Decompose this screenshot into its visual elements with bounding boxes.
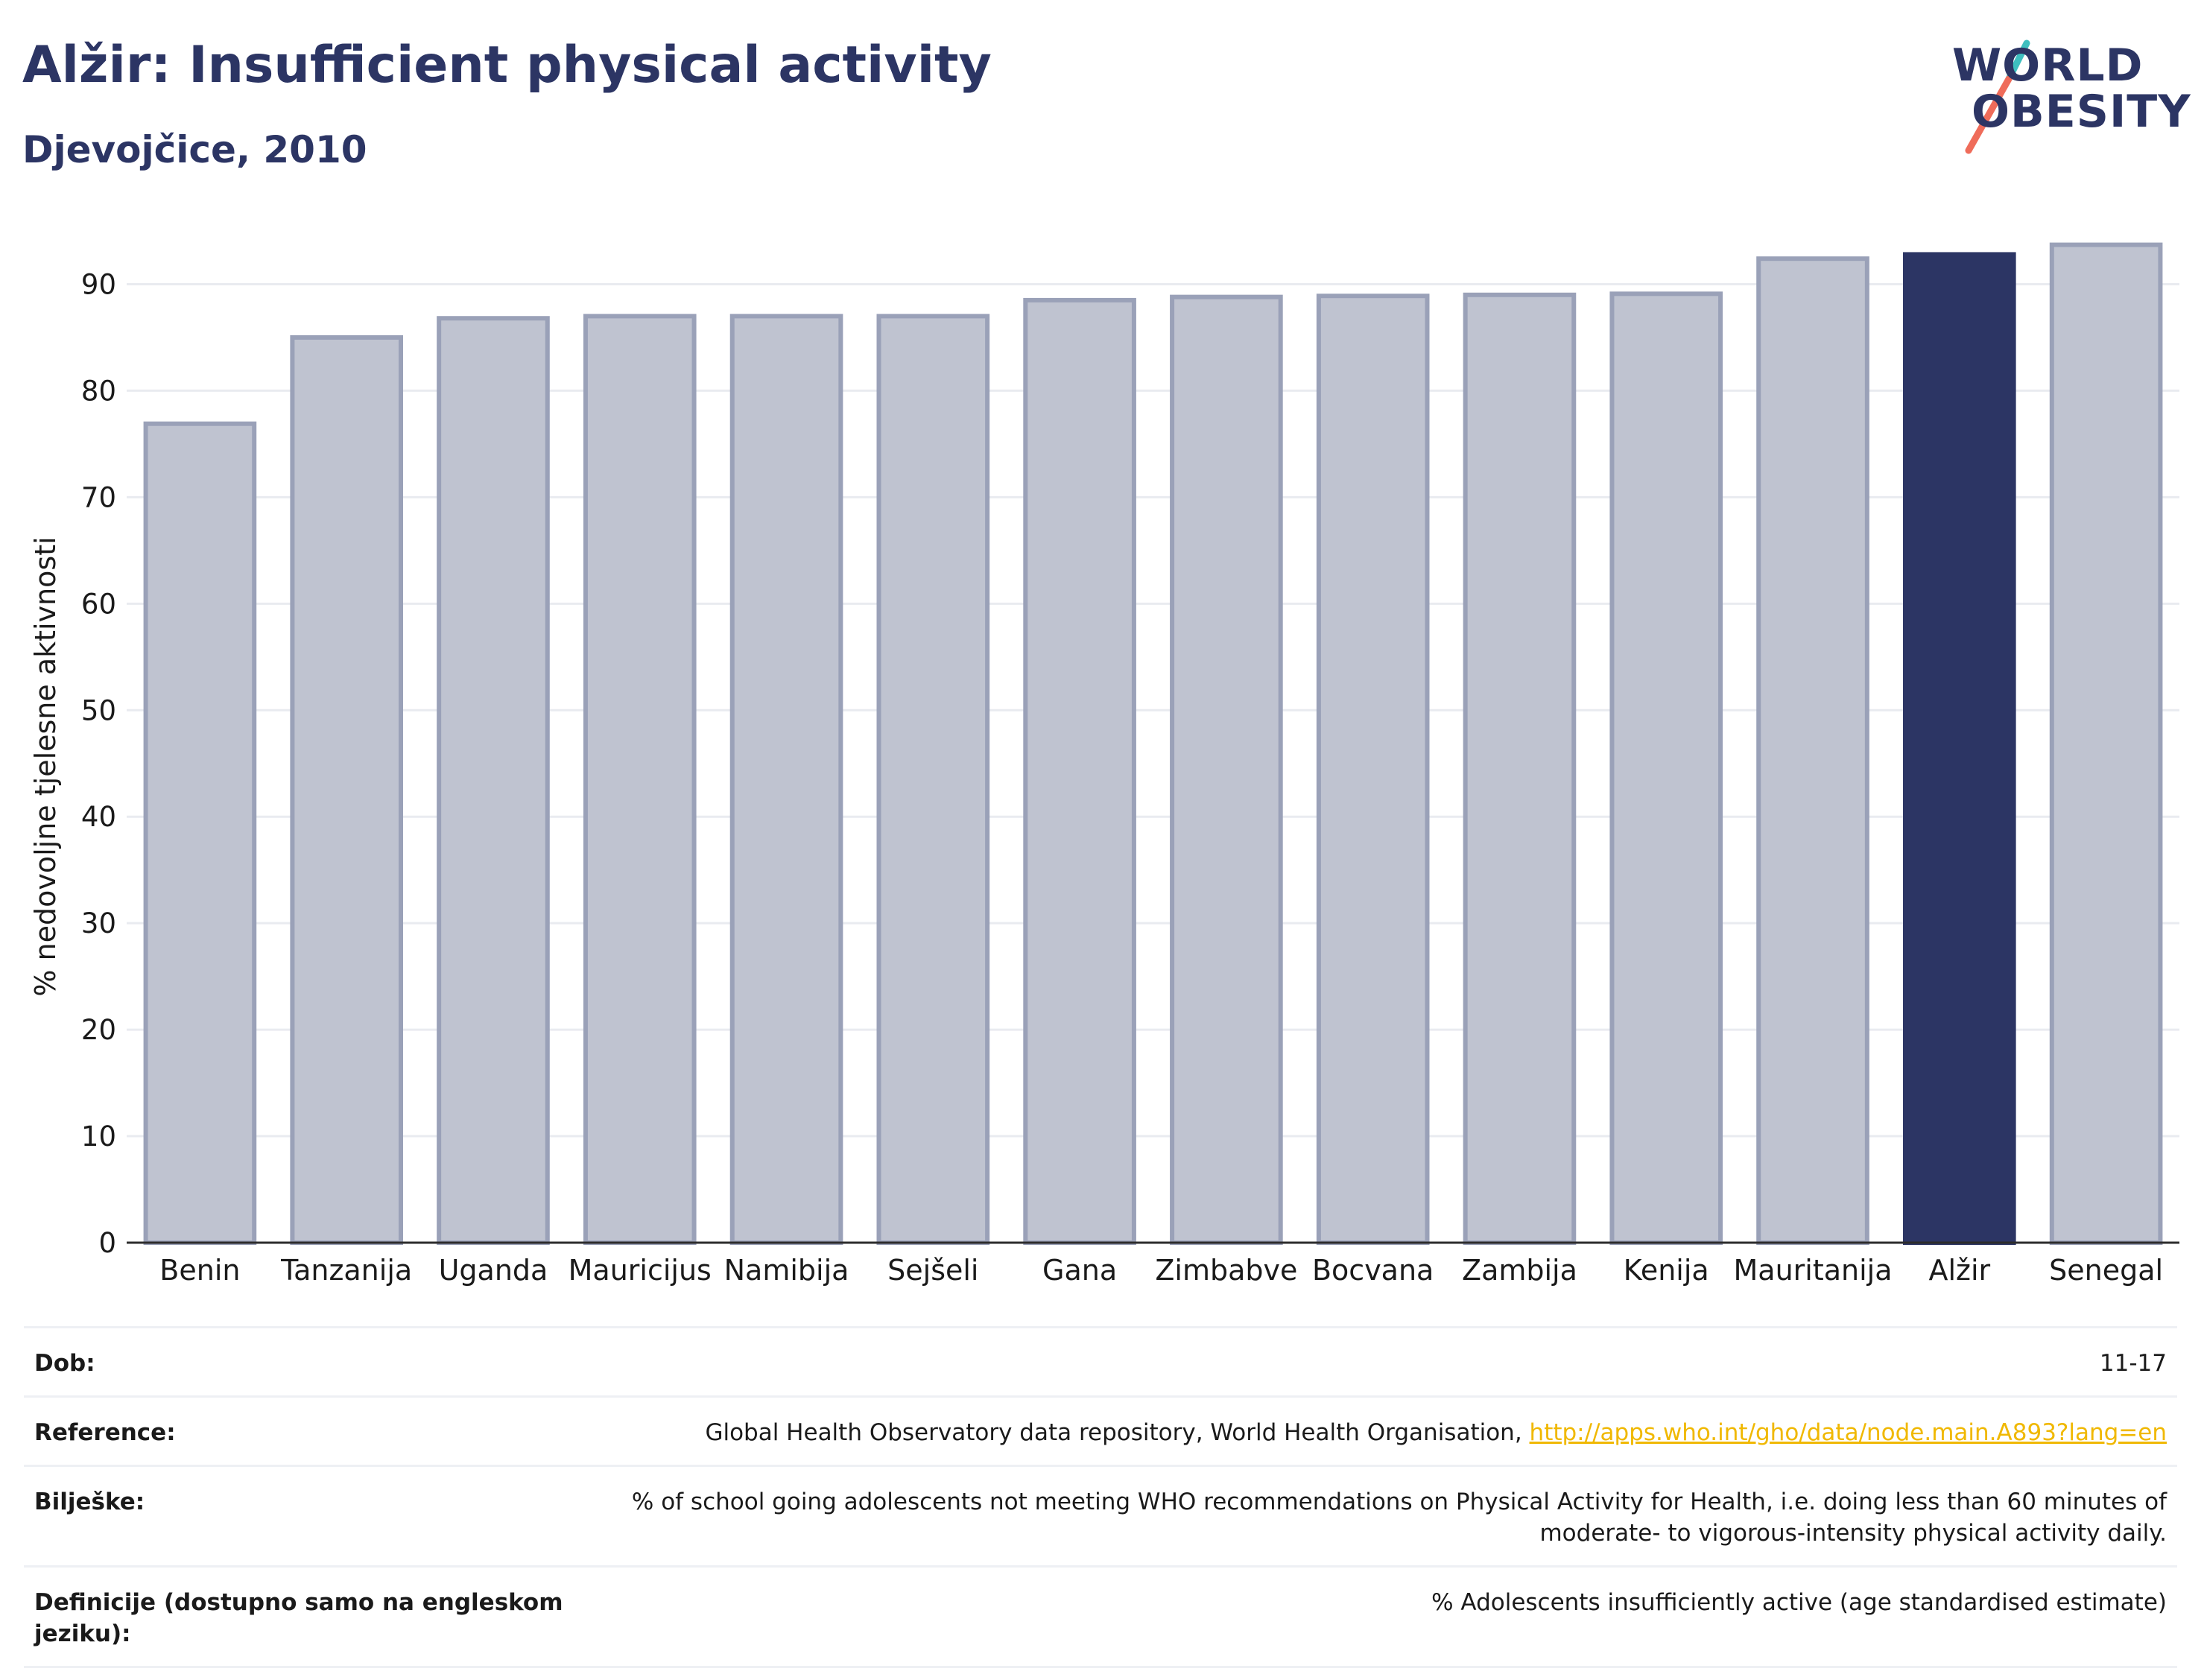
meta-label-definitions: Definicije (dostupno samo na engleskom j… — [34, 1589, 563, 1647]
logo-slash-icon — [1965, 39, 2030, 154]
y-tick-label: 50 — [81, 694, 116, 726]
meta-row-reference: Reference: Global Health Observatory dat… — [24, 1395, 2177, 1465]
reference-text: Global Health Observatory data repositor… — [705, 1419, 1530, 1446]
bar-namibija — [729, 314, 843, 1245]
reference-link[interactable]: http://apps.who.int/gho/data/node.main.A… — [1529, 1419, 2167, 1446]
x-tick-label: Mauritanija — [1734, 1254, 1893, 1287]
bar-gana — [1023, 297, 1136, 1246]
bar-bocvana — [1316, 294, 1430, 1246]
y-tick-label: 0 — [98, 1227, 116, 1259]
y-tick-label: 80 — [81, 375, 116, 407]
bar-tanzanija — [290, 335, 403, 1245]
bar-zambija — [1463, 292, 1577, 1245]
x-tick-label: Senegal — [2049, 1254, 2163, 1287]
meta-row-notes: Bilješke: % of school going adolescents … — [24, 1465, 2177, 1565]
x-tick-label: Namibija — [724, 1254, 849, 1287]
x-tick-label: Alžir — [1928, 1254, 1990, 1287]
bar-uganda — [437, 316, 550, 1246]
meta-value-age: 11-17 — [2099, 1350, 2167, 1377]
bar-mauricijus — [583, 314, 697, 1245]
meta-row-age: Dob: 11-17 — [24, 1326, 2177, 1395]
bar-mauritanija — [1756, 256, 1869, 1246]
metadata-table: Dob: 11-17 Reference: Global Health Obse… — [24, 1326, 2177, 1668]
meta-value-definitions: % Adolescents insufficiently active (age… — [1431, 1589, 2167, 1616]
y-tick-label: 60 — [81, 588, 116, 620]
y-tick-label: 40 — [81, 801, 116, 833]
bar-sejšeli — [876, 314, 990, 1245]
x-tick-label: Sejšeli — [887, 1254, 978, 1287]
meta-value-reference: Global Health Observatory data repositor… — [705, 1417, 2167, 1448]
meta-row-definitions: Definicije (dostupno samo na engleskom j… — [24, 1565, 2177, 1668]
x-tick-label: Tanzanija — [280, 1254, 412, 1287]
y-tick-label: 90 — [81, 268, 116, 300]
bar-kenija — [1609, 291, 1723, 1245]
bar-senegal — [2049, 242, 2163, 1246]
x-tick-label: Zambija — [1462, 1254, 1577, 1287]
chart-subtitle: Djevojčice, 2010 — [22, 128, 367, 171]
logo-word-world: WORLD — [1952, 39, 2144, 92]
x-tick-label: Benin — [159, 1254, 240, 1287]
bar-chart: 0 10 20 30 40 50 60 70 80 90 % nedovoljne tjelesne… — [29, 242, 2179, 1287]
bar-benin — [143, 421, 257, 1245]
x-tick-label: Gana — [1042, 1254, 1117, 1287]
chart-title: Alžir: Insufficient physical activity — [22, 36, 992, 95]
y-tick-label: 20 — [81, 1014, 116, 1046]
world-obesity-logo: WORLD OBESITY — [1937, 30, 2191, 164]
bar-zimbabve — [1170, 294, 1283, 1246]
y-tick-label: 30 — [81, 907, 116, 939]
x-tick-label: Mauricijus — [569, 1254, 712, 1287]
meta-label-age: Dob: — [34, 1350, 95, 1377]
meta-label-notes: Bilješke: — [34, 1489, 145, 1515]
x-tick-label: Zimbabve — [1155, 1254, 1297, 1287]
bar-alžir — [1903, 252, 2016, 1246]
x-tick-label: Kenija — [1624, 1254, 1709, 1287]
x-tick-label: Bocvana — [1312, 1254, 1434, 1287]
y-axis-label: % nedovoljne tjelesne aktivnosti — [29, 536, 62, 996]
meta-value-notes: % of school going adolescents not meetin… — [631, 1489, 2167, 1547]
x-tick-label: Uganda — [439, 1254, 548, 1287]
logo-word-obesity: OBESITY — [1972, 86, 2191, 138]
y-tick-label: 70 — [81, 481, 116, 513]
y-tick-label: 10 — [81, 1120, 116, 1153]
meta-label-reference: Reference: — [34, 1419, 176, 1446]
